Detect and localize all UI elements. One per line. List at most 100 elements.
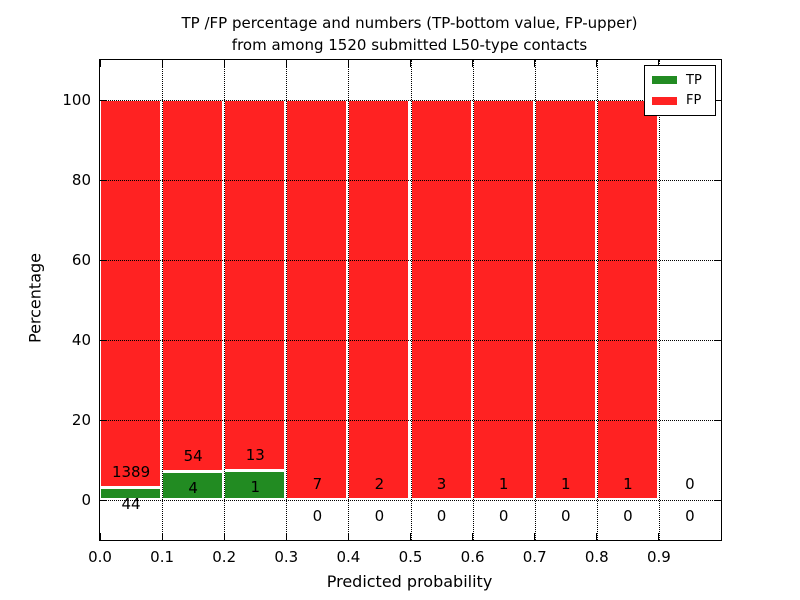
y-tick-left <box>100 99 107 101</box>
fp-count-label-2: 13 <box>245 446 265 465</box>
x-tick-label-0.8: 0.8 <box>584 548 609 566</box>
y-tick-label-80: 80 <box>71 171 91 189</box>
y-tick-left <box>100 499 107 501</box>
fp-count-label-8: 1 <box>623 475 633 493</box>
fp-count-label-0: 1389 <box>111 462 151 481</box>
x-tick-top <box>472 60 474 67</box>
x-tick-top <box>99 60 101 67</box>
legend-label-fp: FP <box>686 93 702 109</box>
gridline-x-0.8 <box>596 60 598 540</box>
legend-row-fp: FP <box>645 93 715 108</box>
x-tick-top <box>534 60 536 67</box>
tp-count-label-9: 0 <box>685 507 695 525</box>
y-tick-right <box>714 339 721 341</box>
fp-count-label-5: 3 <box>436 475 447 493</box>
bar-segment-fp-5 <box>410 100 472 499</box>
y-tick-right <box>714 499 721 501</box>
chart-title: TP /FP percentage and numbers (TP-bottom… <box>99 12 720 56</box>
gridline-y-40 <box>100 340 721 341</box>
bar-segment-fp-8 <box>596 100 658 499</box>
x-tick-label-0.3: 0.3 <box>274 548 299 566</box>
bar-segment-tp-0 <box>100 487 162 499</box>
gridline-x-0.3 <box>286 60 288 540</box>
fp-count-label-7: 1 <box>560 475 571 493</box>
fp-count-label-3: 7 <box>312 475 323 493</box>
y-tick-label-40: 40 <box>71 331 91 349</box>
x-tick-top <box>223 60 225 67</box>
gridline-y-100 <box>100 100 721 101</box>
y-tick-right <box>714 179 721 181</box>
gridline-x-0.1 <box>162 60 164 540</box>
x-tick-bottom <box>658 533 660 540</box>
gridline-y-80 <box>100 180 721 181</box>
x-tick-bottom <box>223 533 225 540</box>
x-tick-top <box>410 60 411 67</box>
gridline-x-0.6 <box>472 60 474 540</box>
y-tick-label-0: 0 <box>81 491 91 509</box>
y-axis-label: Percentage <box>25 252 45 344</box>
x-tick-top <box>658 60 660 67</box>
y-tick-right <box>714 259 721 261</box>
bar-segment-fp-2 <box>224 100 286 471</box>
x-tick-label-0.7: 0.7 <box>522 548 547 566</box>
chart-title-line2: from among 1520 submitted L50-type conta… <box>231 36 588 54</box>
x-tick-bottom <box>596 533 598 540</box>
y-tick-label-60: 60 <box>71 251 91 269</box>
tp-count-label-4: 0 <box>374 507 385 525</box>
gridline-x-0.4 <box>348 60 350 540</box>
bar-segment-fp-7 <box>534 100 596 499</box>
bar-segment-tp-1 <box>162 472 224 499</box>
tp-count-label-8: 0 <box>623 507 633 525</box>
tp-count-label-7: 0 <box>560 507 571 525</box>
x-tick-bottom <box>410 533 411 540</box>
x-tick-label-0.5: 0.5 <box>398 548 423 566</box>
tp-count-label-5: 0 <box>436 507 447 525</box>
x-tick-bottom <box>472 533 474 540</box>
x-tick-label-0.6: 0.6 <box>460 548 485 566</box>
plot-area: 0.0 0.1 0.2 0.3 0.4 0.5 0.6 0.7 0.8 0.9 0 20 40 60 80 1… <box>62 59 722 566</box>
tp-count-label-0: 44 <box>121 494 141 513</box>
gridline-y-0 <box>100 500 721 501</box>
x-tick-label-0.9: 0.9 <box>646 548 671 566</box>
gridline-y-20 <box>100 420 721 421</box>
gridline-x-0.2 <box>224 60 226 540</box>
bar-segment-fp-1 <box>162 100 224 472</box>
bar-segment-fp-3 <box>286 100 348 499</box>
gridline-x-0.7 <box>534 60 536 540</box>
legend-swatch-tp <box>652 76 677 85</box>
fp-count-label-6: 1 <box>498 475 509 493</box>
tp-count-label-6: 0 <box>498 507 509 525</box>
y-tick-left <box>100 179 107 181</box>
x-tick-top <box>347 60 349 67</box>
bar-segment-fp-4 <box>348 100 410 499</box>
x-tick-label-0.4: 0.4 <box>336 548 361 566</box>
x-tick-bottom <box>285 533 287 540</box>
y-tick-left <box>100 259 107 261</box>
x-tick-bottom <box>534 533 536 540</box>
legend: TP FP <box>644 65 716 116</box>
legend-swatch-fp <box>652 96 677 105</box>
bar-segment-fp-6 <box>472 100 534 499</box>
y-tick-right <box>714 99 721 101</box>
x-tick-top <box>285 60 287 67</box>
y-tick-right <box>714 419 721 421</box>
x-tick-top <box>161 60 163 67</box>
bar-segment-fp-0 <box>100 100 162 487</box>
legend-label-tp: TP <box>686 72 702 88</box>
y-tick-label-20: 20 <box>71 411 91 429</box>
fp-count-label-4: 2 <box>374 475 385 493</box>
y-tick-left <box>100 339 107 341</box>
x-tick-bottom <box>347 533 349 540</box>
x-tick-label-0.1: 0.1 <box>150 548 175 566</box>
gridline-x-0.5 <box>410 60 412 540</box>
fp-count-label-1: 54 <box>183 447 203 466</box>
fp-count-label-9: 0 <box>685 475 695 493</box>
x-tick-bottom <box>161 533 163 540</box>
tp-count-label-3: 0 <box>312 507 323 525</box>
x-tick-label-0.0: 0.0 <box>88 548 112 566</box>
tp-count-label-1: 4 <box>188 479 198 498</box>
legend-row-tp: TP <box>645 73 715 88</box>
y-tick-left <box>100 419 107 421</box>
y-tick-label-100: 100 <box>62 91 91 109</box>
